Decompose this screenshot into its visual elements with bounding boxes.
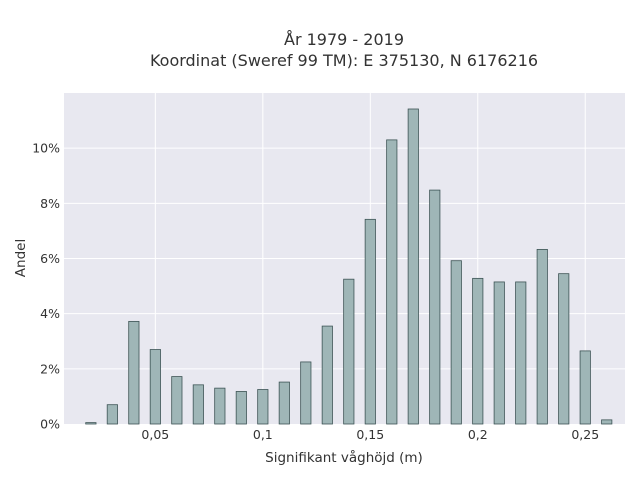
y-tick-label: 6% — [40, 251, 60, 266]
histogram-bar — [493, 281, 505, 425]
histogram-bar — [364, 218, 376, 425]
x-tick-label: 0,1 — [253, 427, 273, 442]
histogram-bar — [149, 349, 161, 425]
histogram-bar — [386, 139, 398, 425]
histogram-bar — [257, 389, 269, 425]
y-tick-label: 4% — [40, 306, 60, 321]
histogram-bar — [515, 281, 527, 425]
histogram-bar — [192, 384, 204, 425]
histogram-bar — [601, 419, 613, 425]
histogram-bar — [579, 350, 591, 425]
histogram-bar — [85, 422, 97, 425]
y-tick-label: 0% — [40, 417, 60, 432]
histogram-bar — [450, 260, 462, 425]
histogram-bar — [472, 277, 484, 425]
histogram-bar — [235, 391, 247, 425]
histogram-bar — [429, 189, 441, 425]
y-tick-label: 8% — [40, 196, 60, 211]
histogram-bar — [343, 278, 355, 425]
x-tick-label: 0,25 — [571, 427, 599, 442]
x-tick-label: 0,15 — [356, 427, 384, 442]
y-tick-label: 2% — [40, 361, 60, 376]
histogram-bar — [321, 325, 333, 425]
tick-labels: 0% 2% 4% 6% 8% 10% 0,05 0,1 0,15 0,2 0,25 — [32, 141, 599, 442]
x-tick-label: 0,05 — [141, 427, 169, 442]
histogram-bar — [536, 248, 548, 425]
histogram-bar — [106, 404, 118, 425]
y-tick-label: 10% — [32, 141, 60, 156]
x-axis-title: Signifikant våghöjd (m) — [265, 449, 423, 466]
histogram-bar — [407, 108, 419, 425]
histogram-bar — [214, 387, 226, 425]
chart-title-line-1: År 1979 - 2019 — [284, 30, 404, 49]
histogram-bar — [300, 361, 312, 425]
x-tick-label: 0,2 — [468, 427, 488, 442]
histogram-bar — [278, 381, 290, 425]
histogram-bar — [128, 320, 140, 425]
chart-title-line-2: Koordinat (Sweref 99 TM): E 375130, N 61… — [150, 51, 538, 70]
histogram-bar — [558, 273, 570, 425]
bars — [85, 108, 613, 425]
histogram-bar — [171, 376, 183, 425]
y-axis-title: Andel — [13, 239, 29, 277]
